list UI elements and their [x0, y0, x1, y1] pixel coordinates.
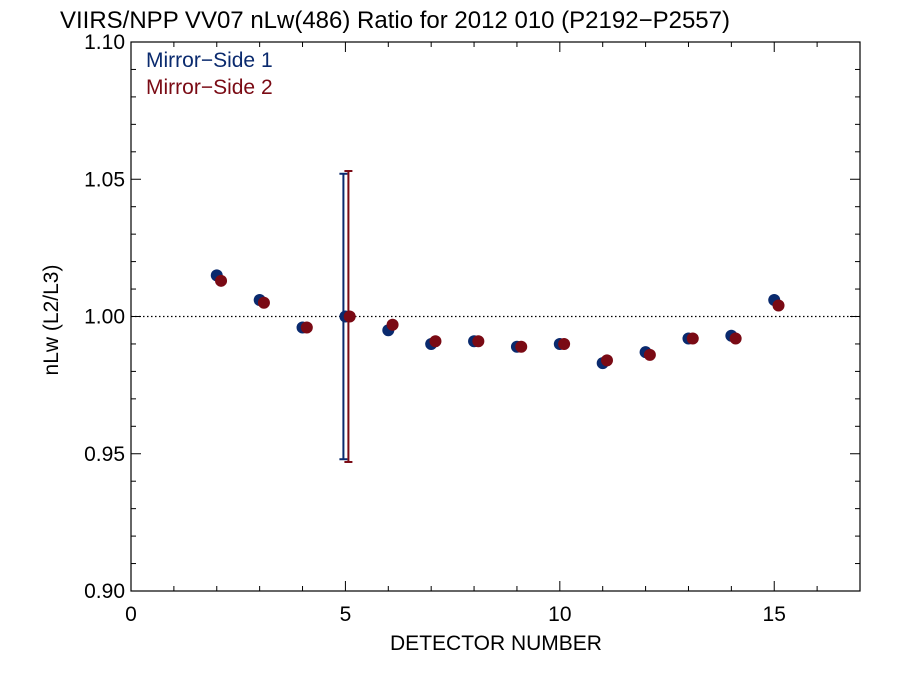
- x-tick-label: 0: [125, 603, 137, 626]
- chart-title: VIIRS/NPP VV07 nLw(486) Ratio for 2012 0…: [60, 7, 730, 34]
- data-point: [472, 335, 485, 348]
- x-tick-label: 5: [340, 603, 352, 626]
- data-point: [300, 321, 313, 334]
- data-point: [343, 310, 356, 323]
- data-point: [429, 335, 442, 348]
- legend-entry: Mirror−Side 2: [146, 76, 273, 99]
- x-tick-label: 10: [548, 603, 571, 626]
- y-tick-label: 1.00: [84, 306, 125, 329]
- data-point: [686, 332, 699, 345]
- y-tick-label: 0.95: [84, 443, 125, 466]
- data-point: [386, 318, 399, 331]
- legend-entry: Mirror−Side 1: [146, 49, 273, 72]
- data-point: [729, 332, 742, 345]
- data-point: [600, 354, 613, 367]
- data-point: [772, 299, 785, 312]
- data-point: [257, 296, 270, 309]
- x-axis-label: DETECTOR NUMBER: [390, 632, 602, 655]
- x-tick-label: 15: [763, 603, 786, 626]
- y-tick-label: 1.10: [84, 31, 125, 54]
- data-point: [515, 340, 528, 353]
- data-point: [643, 348, 656, 361]
- y-tick-label: 1.05: [84, 168, 125, 191]
- plot-area: 0 5 10 15 0.90 0.95 1.00 1.05 1.10 Mirror−Side 1 M…: [84, 31, 861, 626]
- data-point: [215, 274, 228, 287]
- data-point: [558, 337, 571, 350]
- y-axis-label: nLw (L2/L3): [40, 265, 63, 376]
- y-tick-label: 0.90: [84, 580, 125, 603]
